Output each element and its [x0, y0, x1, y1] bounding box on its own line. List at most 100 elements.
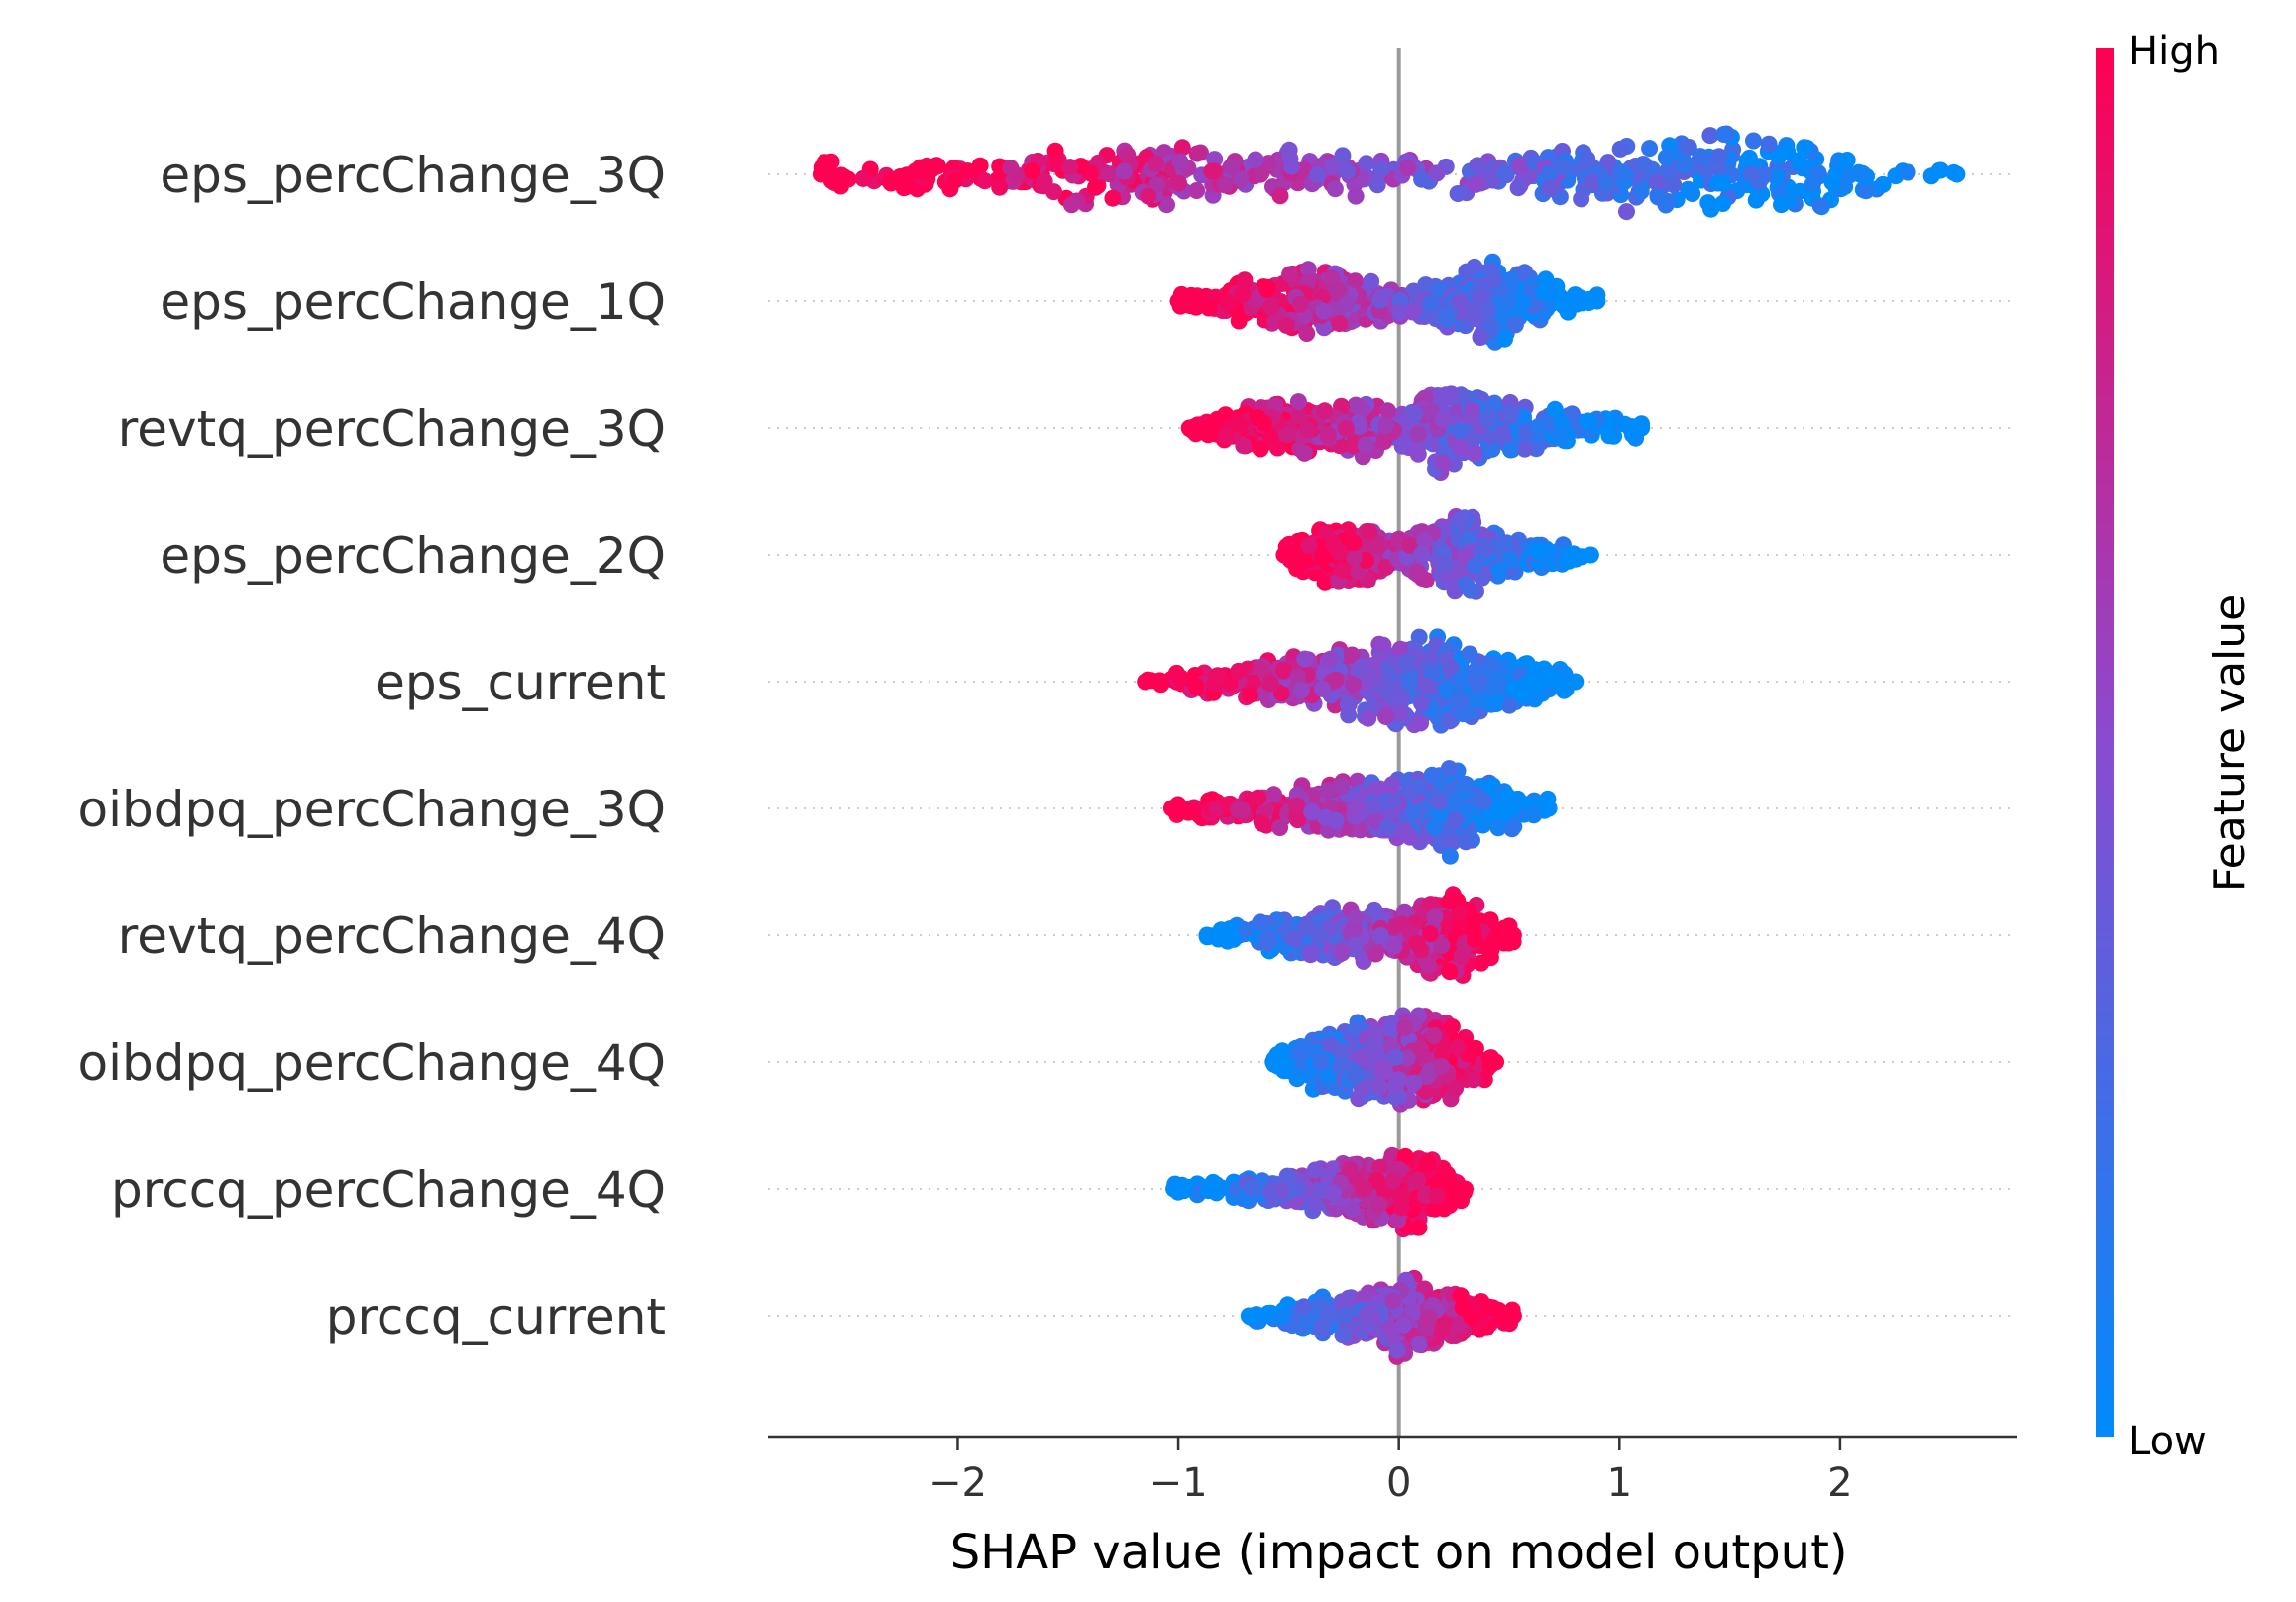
- shap-point: [958, 162, 976, 180]
- shap-point: [1289, 393, 1307, 411]
- feature-beeswarm: [1137, 628, 1585, 734]
- shap-point: [1437, 386, 1455, 404]
- shap-point: [1225, 930, 1243, 948]
- shap-point: [1440, 760, 1458, 778]
- shap-point: [1693, 149, 1710, 166]
- feature-beeswarm: [1180, 385, 1651, 481]
- shap-point: [1534, 672, 1552, 690]
- shap-point: [1045, 183, 1062, 201]
- shap-point: [1409, 425, 1427, 443]
- shap-point: [1367, 945, 1384, 963]
- shap-point: [1254, 814, 1271, 832]
- shap-point: [1252, 440, 1269, 458]
- shap-point: [1319, 782, 1337, 800]
- shap-point: [1347, 187, 1365, 205]
- shap-point: [1745, 132, 1762, 150]
- shap-point: [1447, 811, 1465, 829]
- shap-point: [1264, 1053, 1282, 1071]
- shap-point: [1169, 292, 1187, 310]
- shap-point: [1399, 160, 1417, 177]
- feature-beeswarm: [1198, 886, 1522, 984]
- shap-point: [1431, 806, 1449, 824]
- shap-point: [1405, 803, 1423, 821]
- shap-point: [1386, 1048, 1404, 1066]
- shap-point: [1347, 272, 1364, 290]
- shap-point: [1452, 422, 1470, 440]
- shap-point: [1465, 1071, 1482, 1089]
- shap-point: [1401, 674, 1419, 692]
- shap-point: [1485, 930, 1503, 948]
- shap-point: [991, 178, 1009, 196]
- shap-point: [1811, 197, 1829, 215]
- shap-point: [1334, 561, 1352, 579]
- shap-point: [1481, 681, 1499, 698]
- shap-point: [1082, 164, 1100, 182]
- shap-point: [1295, 444, 1313, 462]
- shap-point: [1347, 909, 1365, 926]
- shap-point: [976, 172, 994, 190]
- shap-point: [1611, 140, 1629, 158]
- shap-point: [1412, 714, 1430, 732]
- shap-point: [1475, 537, 1492, 555]
- shap-point: [1062, 196, 1080, 214]
- shap-point: [1452, 439, 1470, 457]
- shap-point: [1476, 793, 1493, 810]
- shap-point: [1230, 801, 1248, 818]
- shap-point: [1428, 1187, 1446, 1205]
- shap-point: [1528, 542, 1546, 560]
- shap-point: [1442, 658, 1460, 676]
- shap-point: [912, 159, 929, 176]
- shap-point: [1115, 162, 1133, 180]
- shap-point: [1303, 803, 1321, 821]
- shap-point: [1413, 694, 1430, 712]
- shap-point: [1443, 1018, 1461, 1035]
- shap-point: [1574, 294, 1590, 312]
- shap-point: [1302, 946, 1319, 964]
- shap-point: [929, 158, 946, 175]
- shap-point: [1502, 405, 1520, 422]
- shap-point: [1292, 682, 1310, 699]
- shap-point: [1790, 152, 1807, 169]
- shap-point: [1435, 410, 1453, 428]
- shap-point: [1273, 1182, 1291, 1200]
- shap-point: [1435, 1200, 1453, 1218]
- shap-point: [1242, 686, 1258, 703]
- shap-point: [1567, 673, 1585, 691]
- shap-point: [1618, 203, 1635, 221]
- shap-point: [1338, 294, 1356, 312]
- shap-point: [1582, 546, 1599, 564]
- shap-point: [1258, 281, 1276, 298]
- shap-point: [1464, 401, 1480, 419]
- shap-point: [1361, 523, 1378, 540]
- shap-point: [1441, 893, 1459, 910]
- shap-point: [1634, 156, 1652, 173]
- shap-point: [1316, 808, 1334, 826]
- shap-point: [1710, 148, 1728, 165]
- shap-point: [1331, 315, 1349, 332]
- shap-point: [1386, 1076, 1404, 1094]
- shap-point: [1315, 302, 1333, 320]
- shap-point: [1343, 646, 1361, 664]
- shap-point: [1299, 261, 1317, 278]
- shap-point: [1584, 174, 1601, 191]
- shap-point: [1170, 174, 1188, 192]
- shap-point: [1554, 159, 1572, 175]
- shap-point: [1334, 147, 1352, 164]
- shap-point: [1434, 1045, 1452, 1063]
- shap-point: [854, 169, 872, 187]
- shap-point: [1413, 545, 1431, 563]
- shap-point: [1101, 165, 1119, 183]
- shap-point: [1275, 546, 1293, 564]
- shap-point: [1436, 555, 1454, 573]
- shap-point: [1420, 957, 1438, 974]
- shap-point: [1809, 164, 1827, 182]
- shap-point: [1699, 194, 1717, 212]
- shap-point: [1307, 1195, 1325, 1213]
- shap-point: [1770, 148, 1788, 165]
- shap-point: [1649, 188, 1667, 206]
- shap-point: [1525, 806, 1543, 824]
- shap-point: [1502, 270, 1520, 288]
- shap-point: [1386, 1088, 1404, 1106]
- shap-point: [1492, 536, 1510, 553]
- shap-point: [1024, 162, 1041, 180]
